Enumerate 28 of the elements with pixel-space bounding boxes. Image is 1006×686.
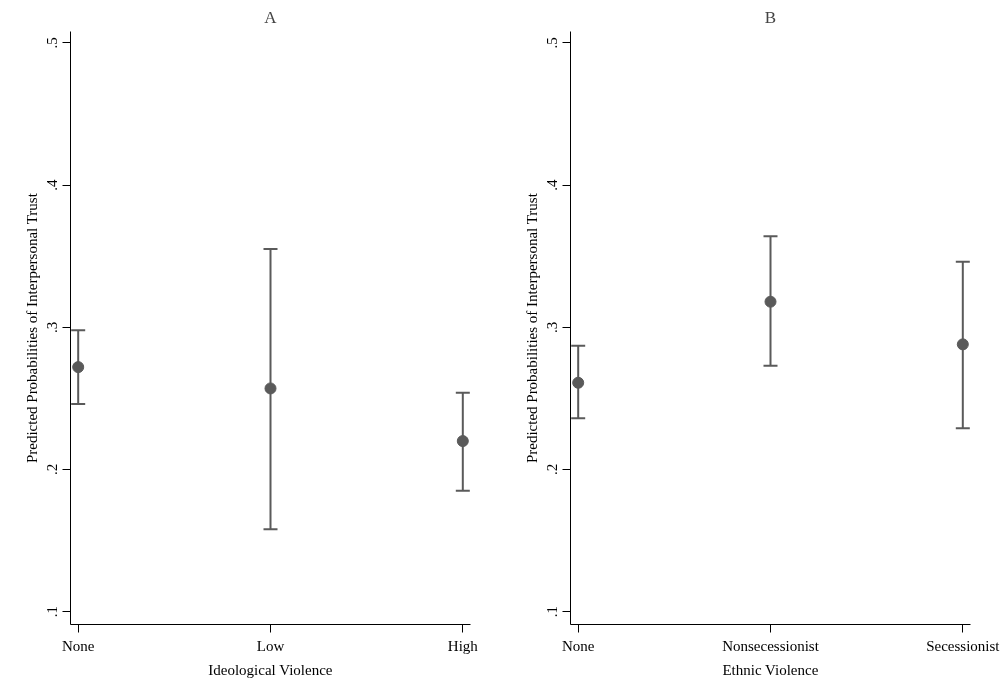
chart-title: B bbox=[764, 7, 777, 27]
y-tick-label: .3 bbox=[44, 321, 61, 333]
x-axis-title: Ideological Violence bbox=[208, 661, 333, 678]
y-axis-title: Predicted Probabilities of Interpersonal Trust bbox=[23, 192, 40, 464]
x-tick-label: None bbox=[61, 637, 95, 654]
x-tick-label: High bbox=[447, 637, 479, 654]
point bbox=[764, 295, 777, 308]
y-tick-label: .1 bbox=[544, 606, 561, 618]
y-tick-label: .3 bbox=[544, 321, 561, 333]
point bbox=[72, 361, 85, 374]
point bbox=[456, 435, 469, 448]
chart-title: A bbox=[264, 7, 278, 27]
y-tick-label: .5 bbox=[544, 37, 561, 49]
y-axis-title: Predicted Probabilities of Interpersonal Trust bbox=[523, 192, 540, 464]
x-axis-title: Ethnic Violence bbox=[722, 661, 819, 678]
y-tick-label: .2 bbox=[44, 463, 61, 476]
y-tick-label: .4 bbox=[544, 178, 561, 191]
x-tick-label: Nonsecessionist bbox=[722, 637, 820, 654]
x-tick-label: Low bbox=[256, 637, 285, 654]
y-tick-label: .1 bbox=[44, 606, 61, 618]
point bbox=[264, 382, 277, 395]
y-tick-label: .2 bbox=[544, 463, 561, 476]
point bbox=[572, 376, 585, 389]
point bbox=[956, 338, 969, 351]
y-tick-label: .5 bbox=[44, 37, 61, 49]
y-tick-label: .4 bbox=[44, 178, 61, 191]
x-tick-label: None bbox=[561, 637, 595, 654]
x-tick-label: Secessionist bbox=[926, 637, 1001, 654]
